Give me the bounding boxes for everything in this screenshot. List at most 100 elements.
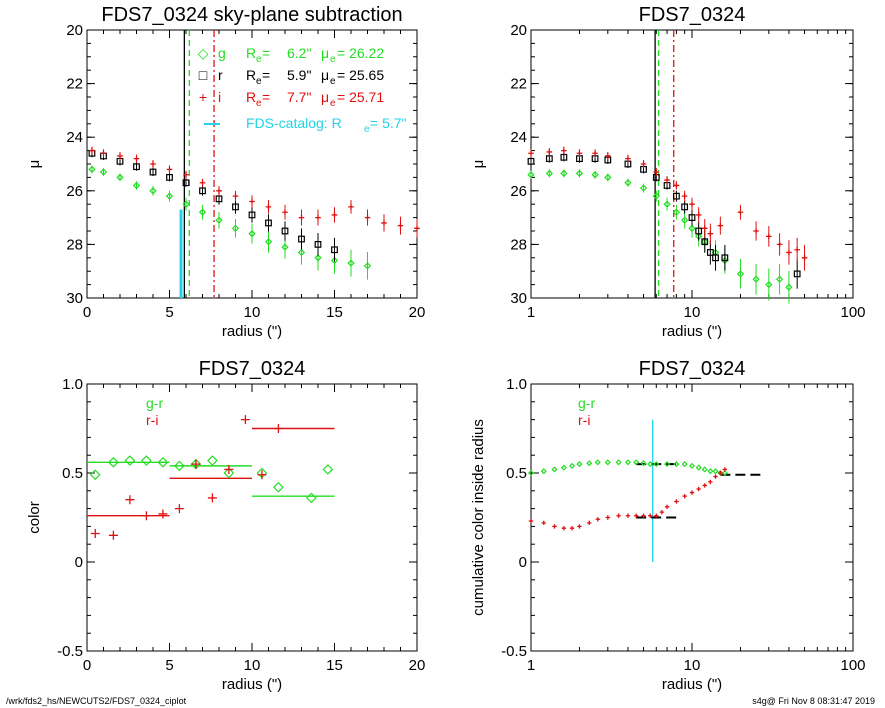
data-point-i: [561, 147, 567, 154]
data-point-g-r: [108, 456, 119, 468]
y-tick-label: 28: [510, 236, 527, 253]
data-point-g-r: [653, 461, 660, 468]
legend-mu-value: = 25.65: [337, 67, 384, 83]
x-tick-label: 1: [527, 657, 535, 674]
x-tick-label: 10: [244, 304, 261, 321]
data-point-g: [785, 283, 793, 291]
data-point-r-i: [633, 513, 639, 518]
series-g-r: [527, 459, 728, 477]
legend-mu-label: μ: [321, 45, 329, 61]
data-point-r: [314, 241, 322, 248]
data-point-g-r: [664, 461, 671, 468]
data-point-g-r: [540, 468, 547, 475]
data-point-g-r: [569, 462, 576, 469]
data-point-r-i: [561, 525, 567, 531]
data-point-g-r: [576, 461, 583, 468]
data-point-g: [591, 171, 599, 179]
data-point-r-i: [654, 513, 659, 518]
x-tick-label: 0: [83, 657, 91, 674]
data-point-r-i: [125, 495, 135, 505]
data-point-g-r: [551, 466, 558, 473]
data-point-r-i: [682, 493, 687, 499]
data-point-g-r: [633, 459, 640, 466]
data-point-i: [133, 155, 140, 162]
data-point-g-r: [701, 466, 708, 473]
x-tick-label: 15: [326, 304, 343, 321]
x-tick-label: 10: [684, 304, 701, 321]
y-tick-label: 1.0: [62, 376, 83, 393]
data-point-r-i: [552, 524, 557, 529]
data-point-r-i: [696, 486, 701, 492]
y-axis-label: color: [26, 501, 43, 534]
data-point-g-r: [695, 464, 702, 471]
data-point-g-r: [604, 459, 611, 466]
data-point-r: [215, 195, 223, 203]
legend-re-label: R: [246, 45, 256, 61]
data-point-i: [232, 193, 239, 199]
data-point-i: [265, 204, 272, 210]
y-tick-label: 26: [66, 183, 83, 200]
legend-band: g: [218, 45, 226, 61]
legend-re-value: 6.2": [287, 45, 311, 61]
data-point-r-i: [577, 524, 582, 529]
data-point-r: [695, 227, 703, 235]
data-point-i: [397, 222, 404, 229]
y-tick-label: 0.5: [62, 465, 83, 482]
data-point-i: [737, 209, 744, 216]
chart-panel-2: FDS7_0324 1 10 100 20 22 24 26 28 30 radius (") μ: [470, 4, 866, 340]
x-axis-label: radius ("): [222, 676, 282, 693]
data-point-i: [717, 222, 724, 229]
data-point-g: [99, 168, 108, 176]
data-point-i: [701, 225, 708, 232]
data-point-g: [330, 256, 339, 265]
data-point-i: [199, 179, 206, 186]
data-point-g: [215, 216, 223, 224]
data-point-g-r: [157, 456, 169, 468]
chart-title: FDS7_0324: [639, 358, 746, 380]
legend-r-i: r-i: [146, 412, 158, 428]
data-point-i: [282, 209, 288, 216]
data-point-g: [347, 259, 355, 267]
data-point-r-i: [273, 424, 283, 433]
plot-frame: [86, 383, 418, 652]
data-point-i: [249, 198, 255, 205]
data-point-g: [604, 173, 612, 182]
data-point-r-i: [141, 511, 151, 521]
data-point-r-i: [713, 474, 718, 479]
data-point-g: [182, 200, 190, 208]
data-point-i: [592, 150, 598, 157]
data-point-r: [706, 249, 714, 256]
legend-re-label: R: [246, 67, 256, 83]
data-point-i: [183, 171, 189, 178]
data-point-g-r: [273, 481, 284, 493]
y-tick-label: 24: [510, 129, 527, 146]
data-point-r-i: [689, 490, 695, 495]
legend-g-r: g-r: [578, 395, 595, 411]
y-tick-label: 0.5: [506, 465, 527, 482]
y-axis-label: cumulative color inside radius: [470, 419, 487, 616]
data-point-g: [752, 275, 760, 283]
legend-r-i: r-i: [578, 412, 590, 428]
data-point-g: [314, 254, 322, 262]
y-tick-label: 22: [510, 76, 527, 93]
data-point-i: [546, 149, 553, 155]
data-point-r: [149, 168, 157, 176]
data-point-r: [701, 238, 709, 246]
data-point-g: [663, 200, 671, 208]
data-point-i: [640, 161, 647, 167]
data-point-g: [264, 238, 273, 246]
data-point-i: [695, 212, 702, 218]
y-tick-label: -0.5: [501, 643, 527, 660]
data-point-r: [281, 227, 289, 235]
data-point-r: [793, 270, 801, 278]
legend-re-sub: e: [256, 76, 262, 87]
data-point-i: [216, 188, 222, 194]
data-point-g: [639, 184, 648, 192]
x-tick-label: 5: [165, 657, 173, 674]
legend-symbol: □: [199, 67, 208, 83]
x-tick-label: 0: [83, 304, 91, 321]
data-point-r-i: [528, 518, 534, 524]
